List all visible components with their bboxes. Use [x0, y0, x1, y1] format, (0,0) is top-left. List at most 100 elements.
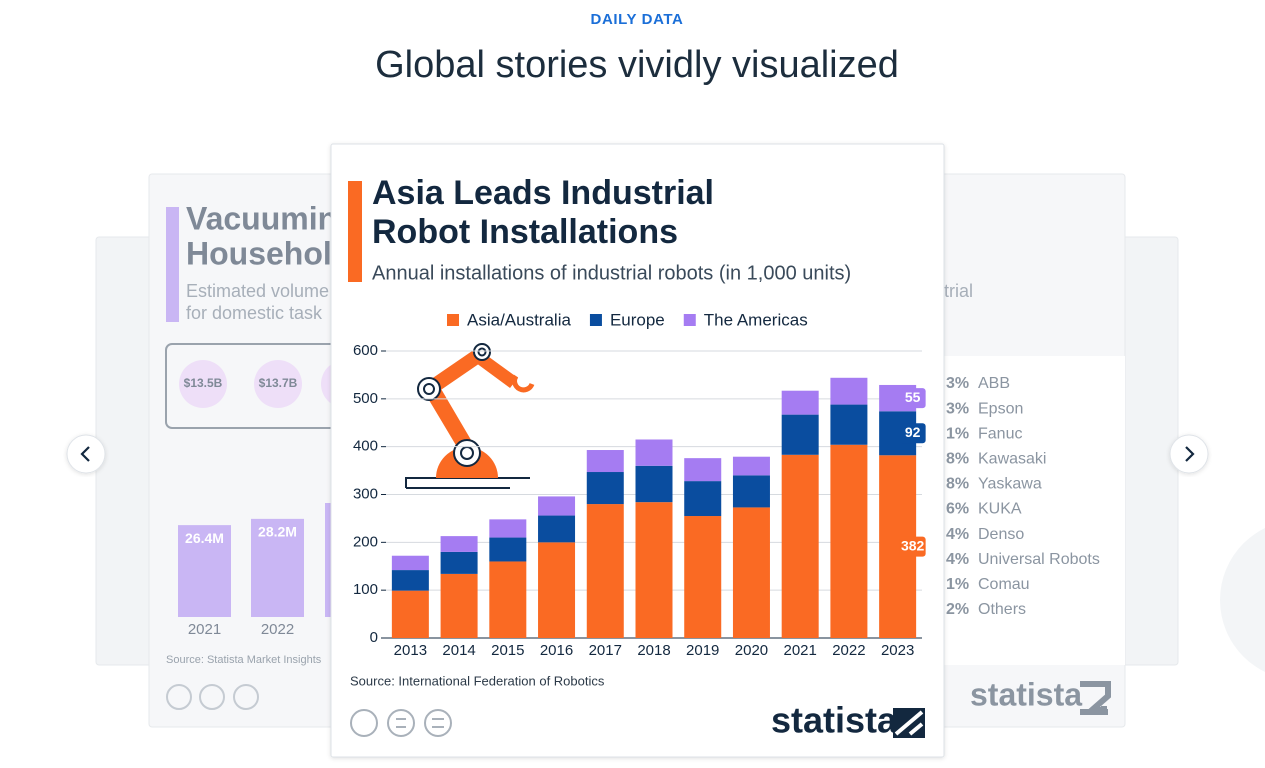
- mini-bar-label: 28.2M: [258, 524, 297, 540]
- legend-label: The Americas: [704, 310, 808, 329]
- list-name: Kawasaki: [978, 451, 1046, 468]
- legend-label: Europe: [610, 310, 665, 329]
- x-tick-label: 2018: [637, 642, 670, 659]
- bar-segment: [538, 496, 576, 516]
- bar-segment: [586, 450, 624, 473]
- bar-segment: [635, 502, 673, 638]
- y-tick-label: 500: [353, 390, 378, 407]
- data-label: 55: [905, 389, 921, 405]
- accent-bar: [166, 207, 179, 322]
- list-share: 2%: [946, 601, 969, 618]
- bar-segment: [538, 515, 576, 543]
- bar-segment: [830, 377, 868, 405]
- logo: statista: [771, 700, 898, 741]
- bar-segment: [440, 536, 478, 552]
- x-tick-label: 2022: [832, 642, 865, 659]
- bar-segment: [489, 561, 527, 638]
- bar-segment: [635, 465, 673, 503]
- x-tick-label: 2014: [442, 642, 475, 659]
- list-share: 3%: [946, 400, 969, 417]
- card-source: Source: Statista Market Insights: [166, 654, 322, 666]
- list-name: Denso: [978, 526, 1024, 543]
- bar-segment: [635, 439, 673, 466]
- list-name: Fanuc: [978, 425, 1022, 442]
- bar-segment: [732, 456, 770, 476]
- chart-source: Source: International Federation of Robo…: [350, 673, 605, 688]
- prev-button[interactable]: [66, 434, 106, 474]
- legend-swatch: [683, 314, 696, 326]
- bar-segment: [684, 516, 722, 638]
- logo: statista: [970, 676, 1082, 712]
- next-button[interactable]: [1169, 434, 1209, 474]
- stat-bubble: [254, 360, 302, 408]
- bar-segment: [489, 519, 527, 538]
- list-share: 4%: [946, 526, 969, 543]
- x-tick-label: 2016: [540, 642, 573, 659]
- bar-segment: [732, 507, 770, 638]
- accent-bar: [348, 181, 362, 282]
- card-title: Househol: [186, 235, 332, 271]
- logo-mark-detail: [894, 710, 924, 736]
- logo-mark: [1080, 681, 1111, 715]
- data-label-bg: [899, 536, 926, 557]
- bar-segment: [732, 475, 770, 508]
- chart-title: Asia Leads Industrial: [372, 174, 714, 212]
- bar-segment: [830, 444, 868, 638]
- list-share: 3%: [946, 375, 969, 392]
- bar-segment: [440, 551, 478, 574]
- stat-bubble: [179, 360, 227, 408]
- license-icons: [166, 684, 259, 710]
- bar-segment: [830, 404, 868, 445]
- robot-illustration: [405, 343, 535, 489]
- legend-swatch: [589, 314, 602, 326]
- list-share: 4%: [946, 551, 969, 568]
- data-label-bg: [899, 423, 926, 444]
- x-tick-label: 2020: [735, 642, 768, 659]
- bar-segment: [586, 504, 624, 638]
- y-tick-label: 300: [353, 485, 378, 502]
- bar-segment: [684, 458, 722, 482]
- list-share: 8%: [946, 451, 969, 468]
- list-name: ABB: [978, 375, 1010, 392]
- bar-segment: [586, 472, 624, 505]
- legend-swatch: [447, 314, 459, 326]
- headline: Global stories vividly visualized: [375, 44, 899, 86]
- chart: 0 100 200 300 400 500 600 Asia/Australia Europe T…: [353, 310, 926, 659]
- bar-segment: [684, 481, 722, 517]
- stat: $13.7B: [259, 376, 298, 390]
- chart-title: Robot Installations: [372, 213, 678, 251]
- data-label: 382: [901, 537, 925, 553]
- bar-segment: [489, 537, 527, 562]
- card-title: Vacuumin: [186, 200, 337, 236]
- bar-segment: [391, 590, 429, 638]
- card-subtitle: for domestic task: [186, 303, 323, 323]
- mini-x-label: 2021: [188, 621, 221, 638]
- license-icons: [350, 709, 452, 737]
- list-name: Comau: [978, 576, 1030, 593]
- list-share: 1%: [946, 425, 969, 442]
- list-share: 6%: [946, 501, 969, 518]
- list-share: 1%: [946, 576, 969, 593]
- y-tick-label: 0: [370, 629, 378, 646]
- legend-label: Asia/Australia: [467, 310, 571, 329]
- decor-circle: [1220, 528, 1265, 672]
- list-share: 8%: [946, 476, 969, 493]
- bar-segment: [781, 414, 819, 455]
- y-tick-label: 200: [353, 533, 378, 550]
- bar-segment: [781, 454, 819, 638]
- data-label-bg: [899, 388, 926, 409]
- eyebrow: DAILY DATA: [591, 11, 684, 28]
- list-name: KUKA: [978, 501, 1022, 518]
- stat: $13.5B: [184, 376, 223, 390]
- list-name: Epson: [978, 400, 1023, 417]
- mini-bar: [251, 518, 304, 617]
- x-tick-label: 2017: [589, 642, 622, 659]
- bar-segment: [440, 573, 478, 638]
- y-tick-label: 600: [353, 342, 378, 359]
- chart-subtitle: Annual installations of industrial robot…: [372, 262, 851, 284]
- list-name: Others: [978, 601, 1026, 618]
- data-label: 92: [905, 424, 921, 440]
- mini-bar: [178, 525, 231, 617]
